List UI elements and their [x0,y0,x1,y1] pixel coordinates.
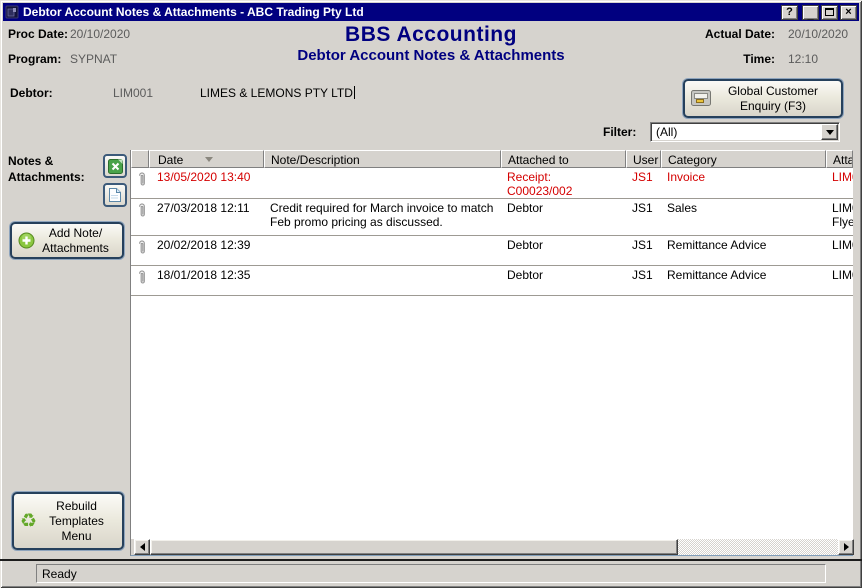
cell-note [264,266,501,295]
table-row[interactable]: 18/01/2018 12:35 Debtor JS1 Remittance A… [131,266,853,296]
cell-note: Credit required for March invoice to mat… [270,201,494,229]
proc-date-value: 20/10/2020 [70,27,131,41]
program-label: Program: [8,52,62,66]
app-icon [5,5,19,19]
time-label: Time: [743,52,775,66]
recycle-icon: ♻ [20,510,38,532]
table-header: Date Note/Description Attached to User C… [131,150,853,168]
help-button[interactable]: ? [781,4,798,20]
table-row[interactable]: 20/02/2018 12:39 Debtor JS1 Remittance A… [131,236,853,266]
export-excel-button[interactable] [103,154,127,178]
cell-attachment: LIM0 [832,170,853,184]
window-title: Debtor Account Notes & Attachments - ABC… [23,5,364,19]
minimize-button[interactable]: _ [802,4,819,20]
column-header-note[interactable]: Note/Description [264,150,501,168]
paperclip-icon [131,168,149,198]
rebuild-templates-menu-button[interactable]: ♻ Rebuild Templates Menu [12,492,124,550]
cell-date: 18/01/2018 12:35 [157,268,251,282]
column-header-icon[interactable] [131,150,149,168]
table-row[interactable]: 27/03/2018 12:11 Credit required for Mar… [131,199,853,236]
maximize-icon [825,8,834,16]
status-bar: Ready [3,563,859,584]
paperclip-icon [131,199,149,235]
document-icon [109,188,121,202]
cell-attached: Debtor [507,238,544,252]
table-body: 13/05/2020 13:40 Receipt: C00023/002 JS1… [131,168,853,539]
status-text: Ready [42,566,77,581]
proc-date-label: Proc Date: [8,27,69,41]
cell-date: 27/03/2018 12:11 [157,201,250,215]
maximize-button[interactable] [821,4,838,20]
screen-title: Debtor Account Notes & Attachments [297,47,565,64]
filter-select[interactable]: (All) [650,122,840,142]
column-header-attachment[interactable]: Atta [826,150,853,168]
enquiry-terminal-icon [691,90,711,106]
filter-selected-value: (All) [656,125,678,139]
column-header-attached[interactable]: Attached to [501,150,626,168]
cell-attached: Debtor [507,201,544,215]
time-value: 12:10 [788,52,819,66]
add-plus-icon [18,232,35,249]
column-header-category[interactable]: Category [661,150,826,168]
new-note-button[interactable] [103,183,127,207]
debtor-name-input[interactable]: LIMES & LEMONS PTY LTD [200,86,355,100]
add-note-attachments-button[interactable]: Add Note/ Attachments [10,222,124,259]
filter-label: Filter: [603,125,637,139]
cell-note [264,168,501,198]
actual-date-label: Actual Date: [704,27,775,41]
paperclip-icon [131,236,149,265]
cell-attached: Debtor [507,268,544,282]
close-button[interactable]: × [840,4,857,20]
cell-date: 13/05/2020 13:40 [157,170,251,184]
paperclip-icon [131,266,149,295]
scroll-right-button[interactable] [838,539,854,555]
status-separator [0,559,862,561]
text-caret [353,86,355,99]
rebuild-templates-menu-label: Rebuild Templates Menu [49,498,104,543]
cell-user: JS1 [632,170,653,184]
horizontal-scrollbar[interactable] [134,539,854,555]
notes-attachments-label: Notes & Attachments: [8,154,85,184]
chevron-down-icon [825,129,834,135]
sort-desc-icon [205,157,214,162]
notes-table: Date Note/Description Attached to User C… [130,150,854,556]
global-customer-enquiry-button[interactable]: Global Customer Enquiry (F3) [683,79,843,118]
debtor-label: Debtor: [10,86,53,100]
column-header-user[interactable]: User [626,150,661,168]
program-value: SYPNAT [70,52,118,66]
cell-category: Remittance Advice [667,268,767,282]
table-row[interactable]: 13/05/2020 13:40 Receipt: C00023/002 JS1… [131,168,853,199]
app-title: BBS Accounting [345,23,517,46]
cell-attachment: LIM0 [832,268,853,282]
cell-attachment: LIM0 [832,238,853,252]
actual-date-value: 20/10/2020 [788,27,849,41]
status-panel: Ready [36,564,826,583]
cell-note [264,236,501,265]
cell-user: JS1 [632,238,653,252]
cell-attached: Receipt: C00023/002 [507,170,573,198]
debtor-code: LIM001 [113,86,154,100]
column-header-date[interactable]: Date [149,150,264,168]
titlebar: Debtor Account Notes & Attachments - ABC… [3,3,859,21]
arrow-left-icon [139,543,145,551]
global-customer-enquiry-label: Global Customer Enquiry (F3) [727,83,819,113]
cell-user: JS1 [632,201,653,215]
cell-date: 20/02/2018 12:39 [157,238,251,252]
cell-category: Sales [667,201,698,215]
scrollbar-thumb[interactable] [150,539,678,555]
cell-user: JS1 [632,268,653,282]
scroll-left-button[interactable] [134,539,150,555]
filter-dropdown-button[interactable] [821,124,838,140]
excel-icon [107,158,123,174]
cell-attachment: LIM0 Flyer [832,201,853,229]
arrow-right-icon [843,543,849,551]
add-note-attachments-label: Add Note/ Attachments [42,225,109,255]
cell-category: Remittance Advice [667,238,767,252]
cell-category: Invoice [667,170,706,184]
debtor-name-text: LIMES & LEMONS PTY LTD [200,86,353,100]
